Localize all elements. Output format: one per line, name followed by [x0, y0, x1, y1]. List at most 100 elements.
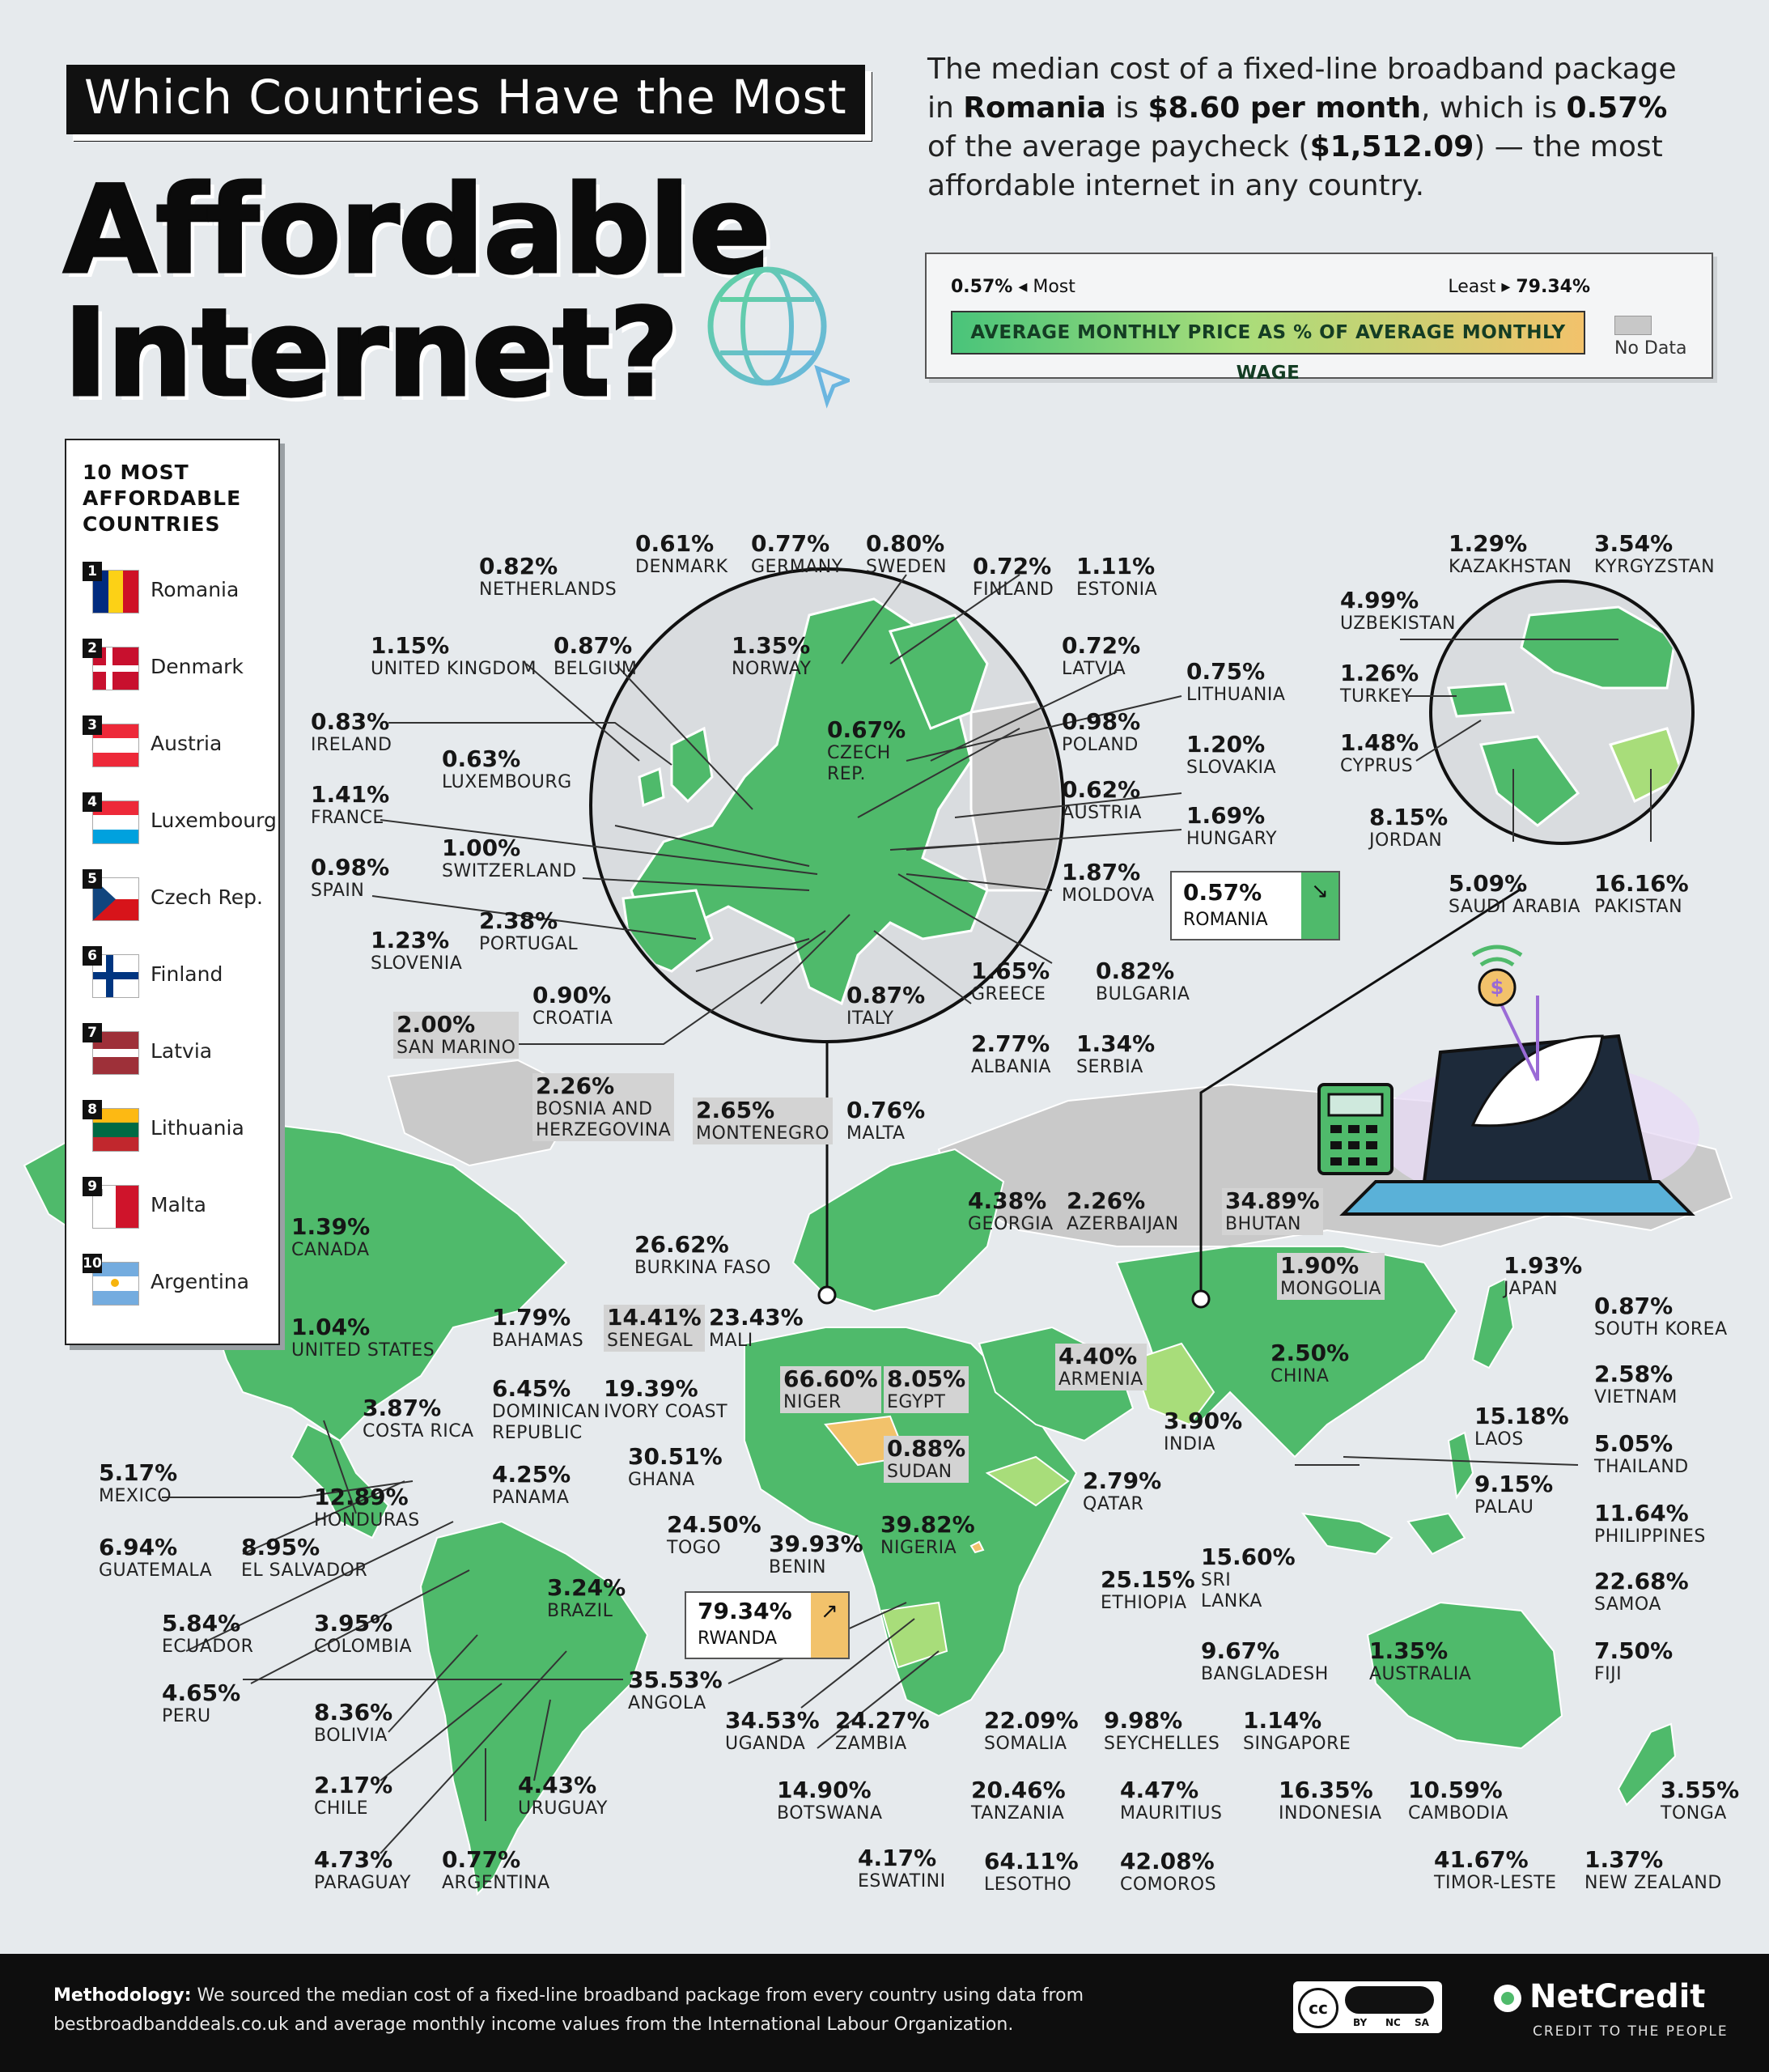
country-pct: 0.98%	[311, 854, 390, 881]
country-label-spain: 0.98% SPAIN	[311, 855, 389, 902]
country-name: INDONESIA	[1279, 1803, 1382, 1824]
country-pct: 12.89%	[314, 1484, 409, 1510]
country-pct: 4.25%	[492, 1461, 571, 1488]
country-label-panama: 4.25% PANAMA	[492, 1462, 571, 1509]
country-name: PERU	[162, 1706, 211, 1726]
country-name: SUDAN	[884, 1462, 969, 1483]
country-pct: 0.87%	[1594, 1293, 1674, 1319]
country-name: AUSTRIA	[1062, 803, 1142, 823]
country-pct: 7.50%	[1594, 1637, 1674, 1664]
footer: Methodology: We sourced the median cost …	[0, 1954, 1769, 2072]
country-name: KAZAKHSTAN	[1449, 557, 1572, 577]
country-name: BAHAMAS	[492, 1331, 584, 1351]
europe-small	[791, 1148, 1005, 1313]
country-pct: 8.95%	[241, 1534, 320, 1560]
title-line1: Which Countries Have the Most	[66, 65, 865, 134]
top10-item: 7 Latvia	[83, 1023, 277, 1080]
country-pct: 14.41%	[604, 1305, 705, 1331]
country-pct: 2.26%	[1067, 1187, 1146, 1214]
country-label-cyprus: 1.48% CYPRUS	[1340, 730, 1419, 777]
top10-country-name: Argentina	[151, 1270, 249, 1293]
top10-title: 10 MOST AFFORDABLE COUNTRIES	[83, 461, 242, 536]
country-pct: 41.67%	[1434, 1846, 1529, 1873]
country-name: MAURITIUS	[1120, 1803, 1223, 1824]
country-pct: 2.50%	[1271, 1340, 1350, 1366]
top10-country-name: Latvia	[151, 1039, 213, 1063]
country-name: SINGAPORE	[1243, 1734, 1351, 1754]
top10-item: 9 Malta	[83, 1177, 277, 1233]
country-label-benin: 39.93% BENIN	[769, 1531, 863, 1578]
country-label-philippines: 11.64% PHILIPPINES	[1594, 1501, 1706, 1548]
country-pct: 15.60%	[1201, 1543, 1296, 1570]
rank-badge: 4	[83, 792, 102, 812]
country-name: NORWAY	[732, 659, 812, 679]
country-pct: 0.98%	[1062, 708, 1141, 735]
country-label-south-korea: 0.87% SOUTH KOREA	[1594, 1293, 1728, 1340]
country-pct: 16.16%	[1594, 870, 1689, 897]
austria-flag-icon	[92, 724, 139, 767]
country-label-el-salvador: 8.95% EL SALVADOR	[241, 1535, 367, 1582]
country-label-senegal: 14.41% SENEGAL	[604, 1305, 705, 1352]
country-name: KYRGYZSTAN	[1594, 557, 1716, 577]
south-america	[419, 1520, 649, 1896]
country-pct: 19.39%	[604, 1375, 698, 1402]
country-name: BURKINA FASO	[634, 1258, 771, 1278]
country-name: LAOS	[1474, 1429, 1524, 1450]
intro-text: The median cost of a fixed-line broadban…	[927, 53, 1677, 202]
country-label-chile: 2.17% CHILE	[314, 1773, 392, 1819]
country-pct: 0.80%	[866, 530, 945, 557]
country-pct: 0.77%	[442, 1846, 521, 1873]
country-name: UNITED STATES	[291, 1340, 435, 1361]
top10-country-name: Lithuania	[151, 1116, 244, 1140]
highlight-rwanda: 79.34% RWANDA ↗	[685, 1591, 850, 1659]
country-label-sweden: 0.80% SWEDEN	[866, 531, 947, 578]
country-label-samoa: 22.68% SAMOA	[1594, 1569, 1689, 1616]
country-pct: 2.77%	[971, 1030, 1050, 1057]
rank-badge: 2	[83, 639, 102, 658]
country-pct: 5.84%	[162, 1610, 241, 1637]
country-pct: 42.08%	[1120, 1848, 1215, 1875]
country-pct: 0.87%	[554, 632, 633, 659]
country-name: NIGERIA	[880, 1538, 957, 1558]
country-name: PORTUGAL	[479, 934, 579, 954]
country-name: SAMOA	[1594, 1594, 1661, 1615]
title-line3: Internet?	[62, 283, 680, 424]
country-label-jordan: 8.15% JORDAN	[1369, 805, 1448, 851]
country-label-austria: 0.62% AUSTRIA	[1062, 777, 1142, 824]
legend-most: 0.57% ◂ Most	[951, 277, 1075, 297]
country-name-line2: HERZEGOVINA	[532, 1120, 675, 1141]
top10-item: 2 Denmark	[83, 639, 277, 695]
country-name: FIJI	[1594, 1664, 1623, 1684]
country-label-bulgaria: 0.82% BULGARIA	[1096, 958, 1190, 1005]
intro-price: $8.60 per month	[1148, 91, 1422, 125]
country-label-peru: 4.65% PERU	[162, 1680, 240, 1727]
country-label-honduras: 12.89% HONDURAS	[314, 1484, 420, 1531]
country-name: ARMENIA	[1055, 1369, 1147, 1391]
country-pct: 3.55%	[1661, 1777, 1740, 1803]
country-pct: 4.65%	[162, 1679, 241, 1706]
country-name: CHINA	[1271, 1366, 1330, 1386]
country-pct: 6.45%	[492, 1375, 571, 1402]
country-label-angola: 35.53% ANGOLA	[628, 1667, 723, 1714]
country-pct: 0.61%	[635, 530, 715, 557]
country-label-san-marino: 2.00% SAN MARINO	[393, 1012, 520, 1059]
country-name: CROATIA	[532, 1008, 613, 1029]
country-name: SENEGAL	[604, 1331, 705, 1352]
country-pct: 1.20%	[1186, 731, 1266, 758]
country-pct: 66.60%	[780, 1366, 881, 1392]
country-name: JAPAN	[1504, 1279, 1559, 1299]
rank-badge: 5	[83, 869, 102, 889]
country-name: THAILAND	[1594, 1457, 1689, 1477]
country-label-mali: 23.43% MALI	[709, 1305, 804, 1352]
country-name: LESOTHO	[984, 1875, 1072, 1895]
country-name: BOSNIA AND	[532, 1099, 675, 1120]
top10-item: 4 Luxembourg	[83, 792, 277, 849]
methodology-text: Methodology: We sourced the median cost …	[53, 1985, 1084, 2035]
cc-sa-label: SA	[1415, 2017, 1429, 2028]
country-label-burkina-faso: 26.62% BURKINA FASO	[634, 1232, 771, 1279]
country-pct: 1.15%	[371, 632, 450, 659]
ireland-shape	[638, 766, 665, 808]
country-label-norway: 1.35% NORWAY	[732, 633, 812, 680]
country-name: SOUTH KOREA	[1594, 1319, 1728, 1340]
country-pct: 2.58%	[1594, 1361, 1674, 1387]
